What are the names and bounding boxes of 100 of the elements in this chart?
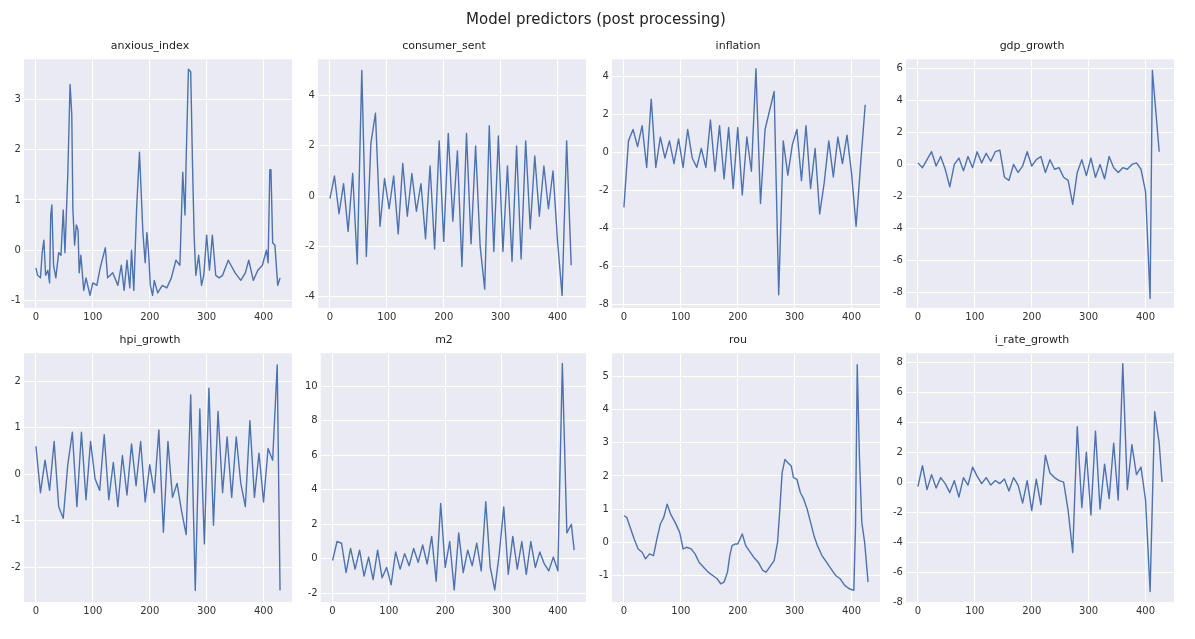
x-tick-label: 300: [491, 310, 511, 322]
y-tick-label: 2: [308, 139, 315, 151]
x-tick-label: 400: [548, 310, 568, 322]
y-tick-label: 8: [896, 355, 903, 367]
y-tick-label: 0: [602, 145, 609, 157]
x-tick-label: 300: [1079, 604, 1099, 616]
x-tick-label: 100: [83, 604, 103, 616]
y-tick-label: -4: [892, 535, 903, 547]
x-tick-label: 200: [435, 604, 455, 616]
x-tick-label: 200: [140, 310, 160, 322]
x-tick-label: 300: [785, 604, 805, 616]
y-tick-label: 0: [14, 243, 21, 255]
x-tick-label: 200: [1022, 310, 1042, 322]
y-tick-label: 6: [896, 385, 903, 397]
y-tick-label: 1: [14, 421, 21, 433]
y-tick-label: -8: [892, 595, 903, 607]
x-tick-label: 100: [671, 604, 691, 616]
y-tick-label: -6: [892, 253, 903, 265]
x-tick-label: 300: [197, 604, 217, 616]
x-tick-label: 300: [197, 310, 217, 322]
y-tick-label: 6: [311, 448, 318, 460]
y-tick-label: 5: [602, 370, 609, 382]
y-tick-label: -8: [598, 297, 609, 309]
x-tick-label: 100: [965, 310, 985, 322]
x-tick-label: 300: [1079, 310, 1099, 322]
x-tick-label: 400: [842, 604, 862, 616]
chart-title: rou: [729, 333, 747, 347]
y-tick-label: 6: [896, 62, 903, 74]
y-tick-label: -1: [10, 514, 21, 526]
chart-title: anxious_index: [110, 39, 190, 53]
x-tick-label: 100: [83, 310, 103, 322]
chart-title: i_rate_growth: [994, 333, 1070, 347]
y-tick-label: -4: [598, 221, 609, 233]
y-tick-label: 2: [896, 445, 903, 457]
x-tick-label: 0: [32, 310, 40, 322]
x-tick-label: 200: [728, 310, 748, 322]
chart-title: inflation: [715, 39, 761, 53]
y-tick-label: 4: [602, 403, 609, 415]
y-tick-label: -2: [304, 240, 315, 252]
y-tick-label: -2: [598, 183, 609, 195]
y-tick-label: -6: [892, 565, 903, 577]
x-tick-label: 300: [491, 604, 512, 616]
x-tick-label: 400: [1136, 604, 1156, 616]
y-tick-label: -4: [892, 221, 903, 233]
chart-title: hpi_growth: [119, 333, 181, 347]
y-tick-label: 4: [311, 483, 318, 495]
y-tick-label: -8: [892, 285, 903, 297]
y-tick-label: -2: [307, 586, 318, 598]
y-tick-label: 2: [14, 143, 21, 155]
y-tick-label: 2: [602, 469, 609, 481]
text: Model predictors (post processing): [465, 9, 727, 30]
x-tick-label: 100: [965, 604, 985, 616]
chart-title: consumer_sent: [402, 39, 487, 53]
y-tick-label: 8: [311, 414, 318, 426]
y-tick-label: 4: [308, 89, 315, 101]
x-tick-label: 400: [254, 310, 274, 322]
y-tick-label: 2: [14, 374, 21, 386]
x-tick-label: 200: [1022, 604, 1042, 616]
x-tick-label: 0: [326, 310, 334, 322]
y-tick-label: 2: [602, 107, 609, 119]
x-tick-label: 200: [140, 604, 160, 616]
y-tick-label: 1: [602, 502, 609, 514]
chart-title: m2: [435, 333, 453, 347]
x-tick-label: 100: [379, 604, 399, 616]
y-tick-label: 0: [14, 467, 21, 479]
y-tick-label: 3: [602, 436, 609, 448]
x-tick-label: 0: [914, 310, 922, 322]
y-tick-label: -2: [10, 560, 21, 572]
x-tick-label: 300: [785, 310, 805, 322]
x-tick-label: 100: [377, 310, 397, 322]
y-tick-label: 0: [896, 158, 903, 170]
y-tick-label: -2: [892, 189, 903, 201]
y-tick-label: 0: [896, 475, 903, 487]
y-tick-label: 4: [896, 415, 903, 427]
x-tick-label: 400: [1136, 310, 1156, 322]
x-tick-label: 200: [434, 310, 454, 322]
y-tick-label: 4: [602, 69, 609, 81]
y-tick-label: 1: [14, 193, 21, 205]
y-tick-label: 10: [304, 379, 318, 391]
x-tick-label: 0: [620, 310, 628, 322]
x-tick-label: 0: [620, 604, 628, 616]
y-tick-label: -1: [598, 569, 609, 581]
y-tick-label: 0: [308, 189, 315, 201]
x-tick-label: 0: [32, 604, 40, 616]
y-tick-label: -2: [892, 505, 903, 517]
x-tick-label: 400: [548, 604, 568, 616]
x-tick-label: 100: [671, 310, 691, 322]
y-tick-label: -4: [304, 290, 315, 302]
y-tick-label: 0: [602, 535, 609, 547]
x-tick-label: 0: [329, 604, 336, 616]
y-tick-label: 4: [896, 94, 903, 106]
x-tick-label: 400: [842, 310, 862, 322]
y-tick-label: -1: [10, 294, 21, 306]
y-tick-label: 2: [896, 126, 903, 138]
x-tick-label: 400: [254, 604, 274, 616]
y-tick-label: -6: [598, 259, 609, 271]
x-tick-label: 0: [914, 604, 922, 616]
x-tick-label: 200: [728, 604, 748, 616]
chart-title: gdp_growth: [999, 39, 1065, 53]
y-tick-label: 0: [311, 552, 318, 564]
